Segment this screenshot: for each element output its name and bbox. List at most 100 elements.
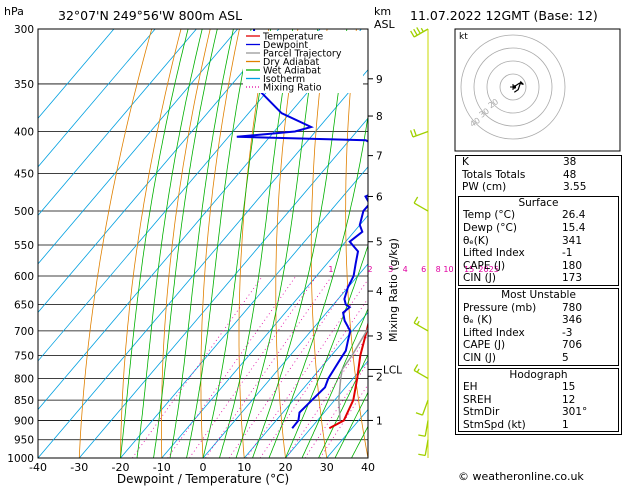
temperature-tick-label: -40 [29,461,47,474]
height-tick-label: 3 [376,331,383,343]
wind-barb-shaft [424,420,429,437]
mixing-ratio-line [319,383,368,458]
surface-row: Lifted Index -1 [459,247,618,260]
mixing-ratio-line [167,275,297,458]
pressure-tick-label: 600 [14,271,34,283]
x-axis-label: Dewpoint / Temperature (°C) [117,472,289,486]
dry-adiabat [310,29,328,458]
parcel-trajectory-line [338,326,368,421]
index-label: K [462,156,469,168]
pressure-tick-label: 1000 [7,453,34,465]
pressure-tick-label: 500 [14,206,34,218]
surface-value: 26.4 [562,209,586,222]
surface-label: Lifted Index [463,247,525,260]
most-unstable-value: 780 [562,301,583,314]
pressure-tick-label: 550 [14,240,34,252]
most-unstable-label: Pressure (mb) [463,301,537,314]
surface-row: θₑ(K) 341 [459,235,618,248]
wet-adiabat [120,29,189,458]
height-tick-label: 6 [376,191,383,203]
legend-entry: Parcel Trajectory [263,49,342,60]
most-unstable-value: 5 [562,351,569,364]
isotherm [161,214,368,458]
mixing-ratio-axis-label: Mixing Ratio (g/kg) [387,238,400,342]
indices-block: K 38 Totals Totals 48 PW (cm) 3.55 [458,156,619,194]
background-lines [38,29,368,458]
mixing-ratio-label: 3 [388,265,393,274]
wind-barb-feather [413,364,419,371]
wind-barb-shaft [412,130,429,138]
wet-adiabat [334,391,368,458]
wind-barbs [409,27,429,458]
wind-barb-shaft [413,28,429,38]
isotherm [38,69,368,458]
surface-label: Dewp (°C) [463,221,517,234]
pressure-tick-label: 800 [14,373,34,385]
hodograph-param-label: EH [463,381,478,394]
pressure-tick-label: 300 [14,24,34,36]
most-unstable-label: θₑ (K) [463,314,493,327]
wet-adiabat [153,29,218,458]
pressure-tick-label: 400 [14,127,34,139]
hodograph-frame [454,28,621,152]
isotherm [38,29,115,119]
height-tick-label: 1 [376,415,383,427]
mixing-ratio-label: 4 [403,265,408,274]
hodograph-param-label: StmDir [463,406,500,419]
profile-lines [236,29,368,430]
hodograph-unit-label: kt [459,32,468,42]
height-tick-label: 5 [376,237,383,249]
wind-barb-feather [418,453,426,457]
wind-barb-shaft [421,399,429,416]
station-title: 32°07'N 249°56'W 800m ASL [58,8,243,23]
wet-adiabat [186,29,252,458]
legend-entry: Isotherm [263,74,305,85]
hodograph-param-row: SREH 12 [459,394,618,407]
mixing-ratio-label: 10 [443,265,453,274]
most-unstable-row: CAPE (J) 706 [459,339,618,352]
pressure-axis-label: hPa [4,5,24,18]
pressure-tick-label: 650 [14,300,34,312]
mixing-ratio-label: 8 [436,265,441,274]
most-unstable-label: Lifted Index [463,326,525,339]
most-unstable-row: CIN (J) 5 [459,352,618,365]
legend-entry: Mixing Ratio [263,83,322,94]
hodograph-param-value: 12 [562,393,576,406]
isotherm [202,263,368,458]
temperature-tick-label: 30 [320,461,334,474]
dry-adiabat [120,29,182,458]
hodograph-ring [499,73,527,101]
valid-datetime: 11.07.2022 12GMT (Base: 12) [410,8,598,23]
height-axis-label: km [374,5,391,18]
hodograph-param-value: 15 [562,381,576,394]
hodograph-section: Hodograph EH 15 SREH 12 StmDir 301° StmSpd (kt… [458,367,619,433]
isotherm [38,29,156,168]
mixing-ratio-label: 25 [489,265,499,274]
wind-barb-shaft [413,202,429,212]
index-row: PW (cm) 3.55 [458,181,619,194]
legend-entry: Wet Adiabat [263,66,321,77]
wind-barb-feather [418,434,426,437]
most-unstable-value: -3 [562,326,573,339]
surface-label: CAPE (J) [463,259,506,272]
temperature-tick-label: 10 [237,461,251,474]
wind-barb-shaft [413,369,429,380]
surface-label: CIN (J) [463,272,496,285]
index-value: 38 [563,156,577,168]
plot-frame [37,28,369,459]
index-value: 3.55 [563,181,587,194]
most-unstable-title: Most Unstable [501,288,576,301]
most-unstable-row: θₑ (K) 346 [459,314,618,327]
wet-adiabat [268,113,368,458]
temperature-tick-label: -20 [112,461,130,474]
surface-title: Surface [518,196,559,209]
isotherm [285,360,368,458]
surface-value: 180 [562,259,583,272]
temperature-tick-label: 40 [361,461,375,474]
dry-adiabat [200,29,240,458]
pressure-tick-label: 350 [14,79,34,91]
index-row: K 38 [458,156,619,169]
index-label: Totals Totals [462,168,526,181]
